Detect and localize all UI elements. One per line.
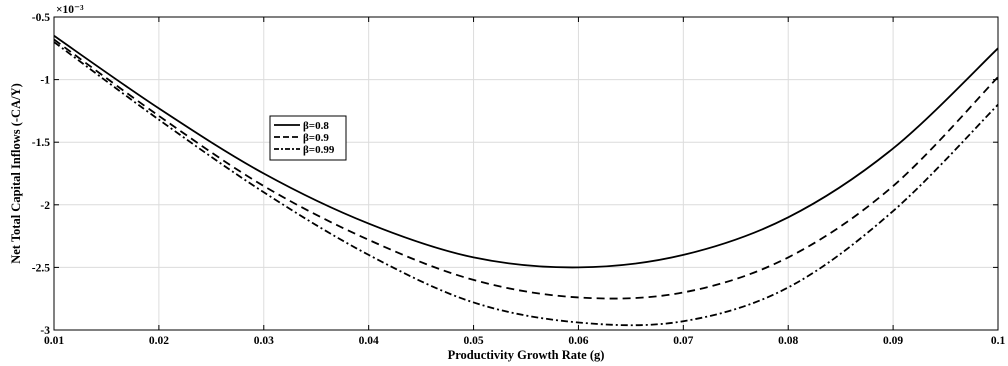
x-tick-label: 0.1: [991, 335, 1006, 347]
x-tick-label: 0.08: [778, 335, 798, 347]
y-tick-label: -1: [40, 75, 50, 87]
series-line-1: [53, 35, 999, 269]
x-tick-label: 0.02: [149, 335, 169, 347]
y-tick-label: -1.5: [32, 137, 50, 149]
y-axis-exponent-label: ×10⁻³: [56, 4, 84, 16]
x-tick-label: 0.05: [463, 335, 483, 347]
y-tick-label: -0.5: [32, 12, 50, 24]
series-lines: [53, 35, 999, 327]
x-tick-label: 0.03: [254, 335, 274, 347]
grid: [53, 16, 999, 331]
y-tick-label: -2: [40, 200, 50, 212]
x-axis-ticks: 0.01 0.02 0.03 0.04 0.05 0.06 0.07 0.08 0.09 0.1: [44, 17, 1006, 347]
y-tick-label: -3: [40, 325, 50, 337]
plot-frame: [53, 16, 999, 331]
x-tick-label: 0.04: [359, 335, 379, 347]
y-tick-label: -2.5: [32, 262, 50, 274]
x-axis-title: Productivity Growth Rate (g): [448, 348, 605, 362]
series-line-2: [53, 38, 999, 300]
legend: β=0.8β=0.9β=0.99: [269, 115, 347, 161]
x-tick-label: 0.06: [568, 335, 588, 347]
y-axis-ticks: -3 -2.5 -2 -1.5 -1 -0.5: [32, 12, 998, 337]
legend-box: [269, 115, 347, 161]
y-axis-title: Net Total Capital Inflows (-CA/Y): [9, 83, 23, 264]
x-tick-label: 0.01: [44, 335, 64, 347]
series-line-3: [53, 41, 999, 327]
x-tick-label: 0.09: [883, 335, 903, 347]
legend-label: β=0.9: [303, 132, 329, 144]
legend-label: β=0.99: [303, 144, 335, 156]
x-tick-label: 0.07: [673, 335, 693, 347]
legend-label: β=0.8: [303, 120, 329, 132]
